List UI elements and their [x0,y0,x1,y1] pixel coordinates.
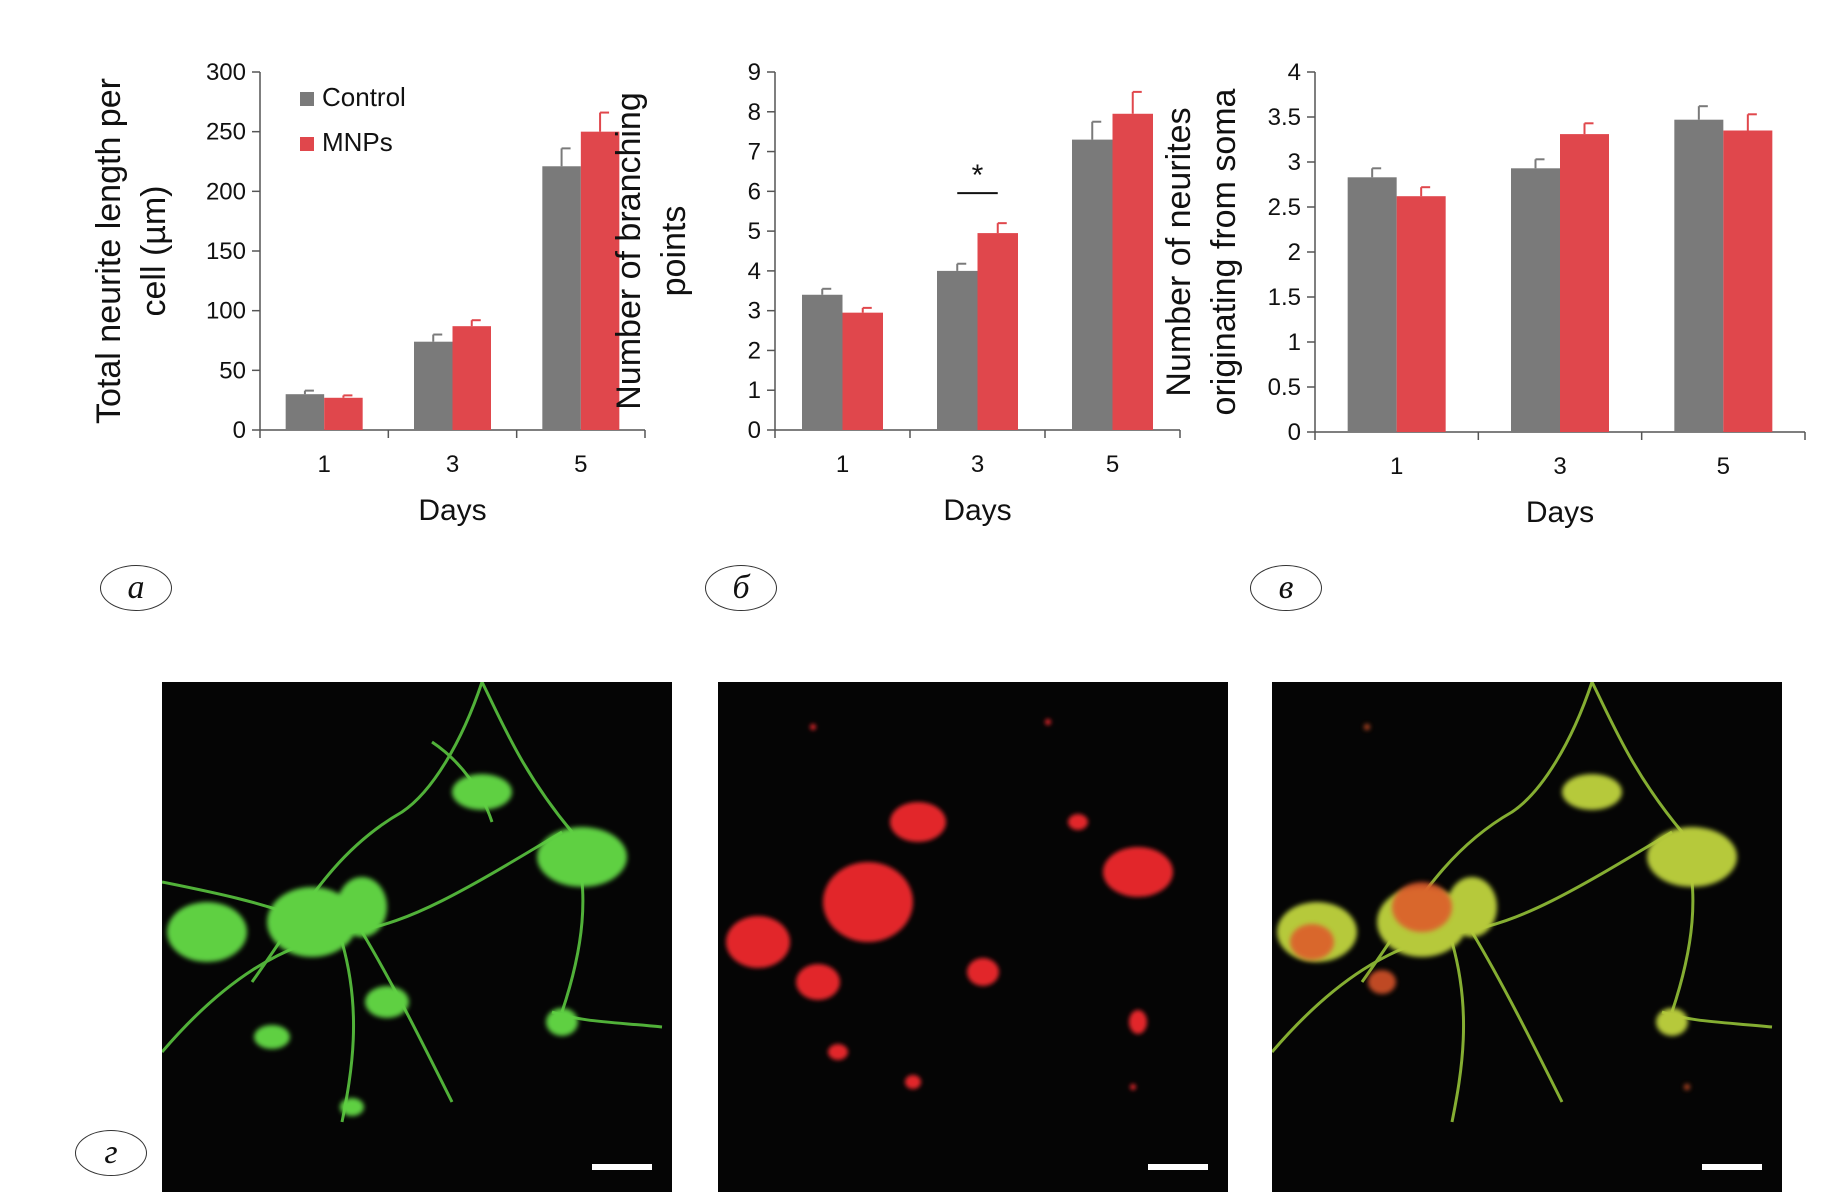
bar-control [937,270,978,430]
panel-label-a: а [100,565,172,611]
x-tick-label: 1 [1390,453,1403,480]
x-tick-label: 3 [971,451,984,478]
micrograph-red [718,682,1228,1192]
bar-mnps [1396,196,1446,432]
legend-swatch-control [300,92,314,106]
y-tick-label: 3.5 [1268,104,1301,131]
panel-label-b: б [705,565,777,611]
y-axis-title-line: originating from soma [1205,88,1243,415]
y-tick-label: 4 [1288,59,1301,86]
bar-control [1072,139,1113,430]
y-axis-title-line: Total neurite length per [90,78,128,424]
bar-mnps [324,397,363,430]
x-tick-label: 3 [446,451,459,478]
bar-mnps [1560,134,1609,432]
scale-bar [1148,1164,1208,1170]
y-tick-label: 100 [206,298,246,325]
y-tick-label: 5 [748,218,761,245]
y-tick-label: 8 [748,99,761,126]
micrograph-merged-image [1272,682,1773,1123]
bar-control [285,394,325,430]
y-tick-label: 9 [748,59,761,86]
chart-neurite-length: 0 50 100 150 200 250 300 1 3 5 Days Total neurite l… [90,59,650,540]
x-tick-label: 1 [317,451,330,478]
y-tick-label: 200 [206,178,246,205]
y-tick-label: 150 [206,238,246,265]
x-tick-label: 5 [1106,451,1119,478]
y-tick-label: 50 [219,357,246,384]
x-tick-label: 1 [836,451,849,478]
bar-mnps [580,131,620,430]
chart-neurites-soma: 0 0.5 1 1.5 2 2.5 3 3.5 4 1 3 5 Days Number of neurit… [1160,59,1820,540]
bar-mnps [1723,130,1773,432]
y-axis-title-line: Number of neurites [1160,107,1198,396]
bar-mnps [977,233,1018,430]
y-tick-label: 4 [748,258,761,285]
y-axis-title-line: Number of branching [610,92,648,410]
y-axis-title-line: cell (µm) [135,185,173,316]
chart-branching-points-svg: 0 1 2 3 4 5 6 7 8 9 1 3 5 Days Number of branching poin… [610,59,1181,527]
x-tick-label: 5 [1717,453,1730,480]
scale-bar [1702,1164,1762,1170]
bar-control [802,294,843,430]
y-tick-label: 3 [748,298,761,325]
bar-mnps [452,326,491,430]
y-axis-title-line: points [655,206,693,297]
legend-label-control: Control [322,82,406,112]
x-axis-title: Days [1526,496,1594,529]
micrograph-merged [1272,682,1782,1192]
y-tick-label: 3 [1288,149,1301,176]
y-tick-label: 2 [1288,239,1301,266]
y-tick-label: 2.5 [1268,194,1301,221]
x-tick-label: 3 [1553,453,1566,480]
y-tick-label: 6 [748,178,761,205]
chart-neurites-soma-svg: 0 0.5 1 1.5 2 2.5 3 3.5 4 1 3 5 Days Number of neurit… [1160,59,1806,529]
y-tick-label: 0 [233,417,246,444]
micrograph-green [162,682,672,1192]
bar-control [414,341,453,430]
micrograph-green-image [162,682,663,1123]
chart-neurite-length-svg: 0 50 100 150 200 250 300 1 3 5 Days Total neurite l… [90,59,646,527]
y-tick-label: 300 [206,59,246,86]
y-tick-label: 0.5 [1268,374,1301,401]
bar-mnps [842,312,883,430]
micrograph-red-image [726,719,1173,1090]
y-tick-label: 250 [206,119,246,146]
y-tick-label: 7 [748,139,761,166]
bar-mnps [1112,113,1153,430]
y-tick-label: 1.5 [1268,284,1301,311]
panel-label-d: г [75,1130,147,1176]
bar-control [542,166,581,431]
legend-label-mnps: MNPs [322,127,393,157]
chart-branching-points: 0 1 2 3 4 5 6 7 8 9 1 3 5 Days Number of branching poin… [610,59,1205,540]
legend-swatch-mnps [300,137,314,151]
y-tick-label: 0 [1288,419,1301,446]
y-tick-label: 0 [748,417,761,444]
y-tick-label: 1 [748,377,761,404]
x-axis-title: Days [418,494,486,527]
bar-control [1674,119,1724,432]
x-axis-title: Days [943,494,1011,527]
x-tick-label: 5 [574,451,587,478]
bar-control [1347,177,1397,432]
y-tick-label: 1 [1288,329,1301,356]
significance-star: * [972,159,984,192]
scale-bar [592,1164,652,1170]
panel-label-c: в [1250,565,1322,611]
y-tick-label: 2 [748,337,761,364]
bar-control [1511,168,1560,433]
